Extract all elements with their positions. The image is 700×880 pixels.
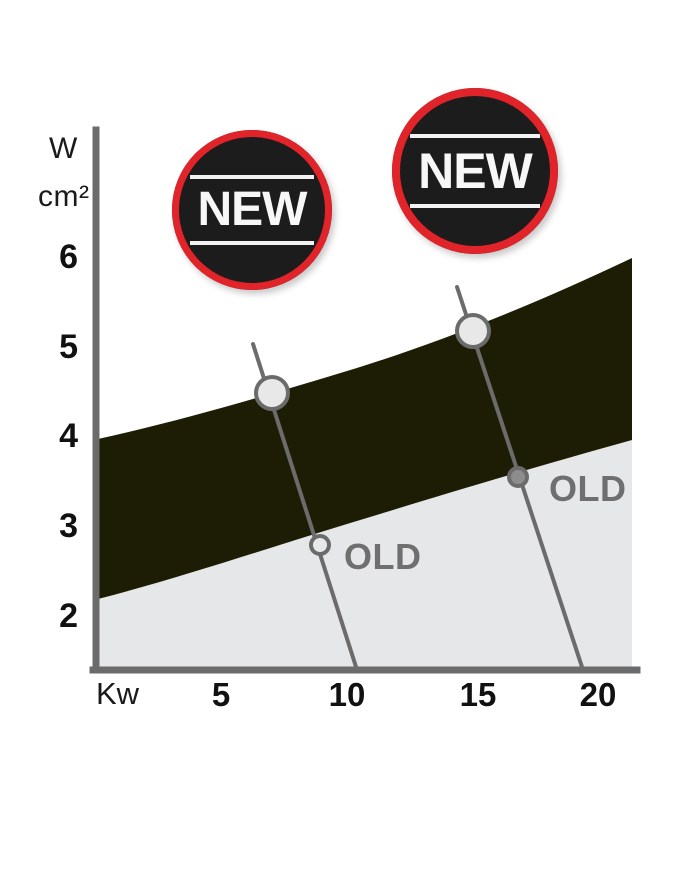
badge-label: NEW: [197, 183, 308, 236]
badge-ring-icon: [392, 88, 558, 254]
badge-content: NEW: [172, 175, 332, 245]
new-band-area: [98, 258, 632, 599]
y-tick-2: 2: [59, 597, 78, 635]
y-tick-5: 5: [59, 328, 78, 366]
old-label-1: OLD: [344, 536, 422, 577]
y-axis-unit-w: W: [49, 132, 78, 165]
y-axis-unit-cm2: cm²: [38, 180, 90, 213]
badge-rule-top-icon: [189, 175, 315, 179]
x-tick-20: 20: [579, 676, 617, 713]
badge-rule-top-icon: [410, 134, 540, 138]
old-band-area: [98, 440, 632, 670]
x-axis-unit-kw: Kw: [96, 676, 140, 711]
y-tick-4: 4: [59, 417, 78, 455]
new-marker-2[interactable]: [455, 313, 491, 349]
new-marker-1[interactable]: [254, 375, 290, 411]
x-tick-10: 10: [328, 676, 366, 713]
badge-rule-bottom-icon: [410, 204, 540, 208]
old-marker-2[interactable]: [507, 466, 529, 488]
badge-label: NEW: [418, 143, 533, 199]
x-tick-15: 15: [459, 676, 497, 713]
y-tick-3: 3: [59, 507, 78, 545]
badge-rule-bottom-icon: [189, 241, 315, 245]
new-badge-large[interactable]: NEW: [392, 88, 558, 254]
old-label-2: OLD: [549, 468, 627, 509]
old-marker-1[interactable]: [309, 534, 331, 556]
new-badge-small[interactable]: NEW: [172, 130, 332, 290]
badge-ring-icon: [172, 130, 332, 290]
badge-content: NEW: [392, 134, 558, 208]
x-tick-5: 5: [211, 676, 231, 713]
y-tick-6: 6: [59, 238, 78, 276]
